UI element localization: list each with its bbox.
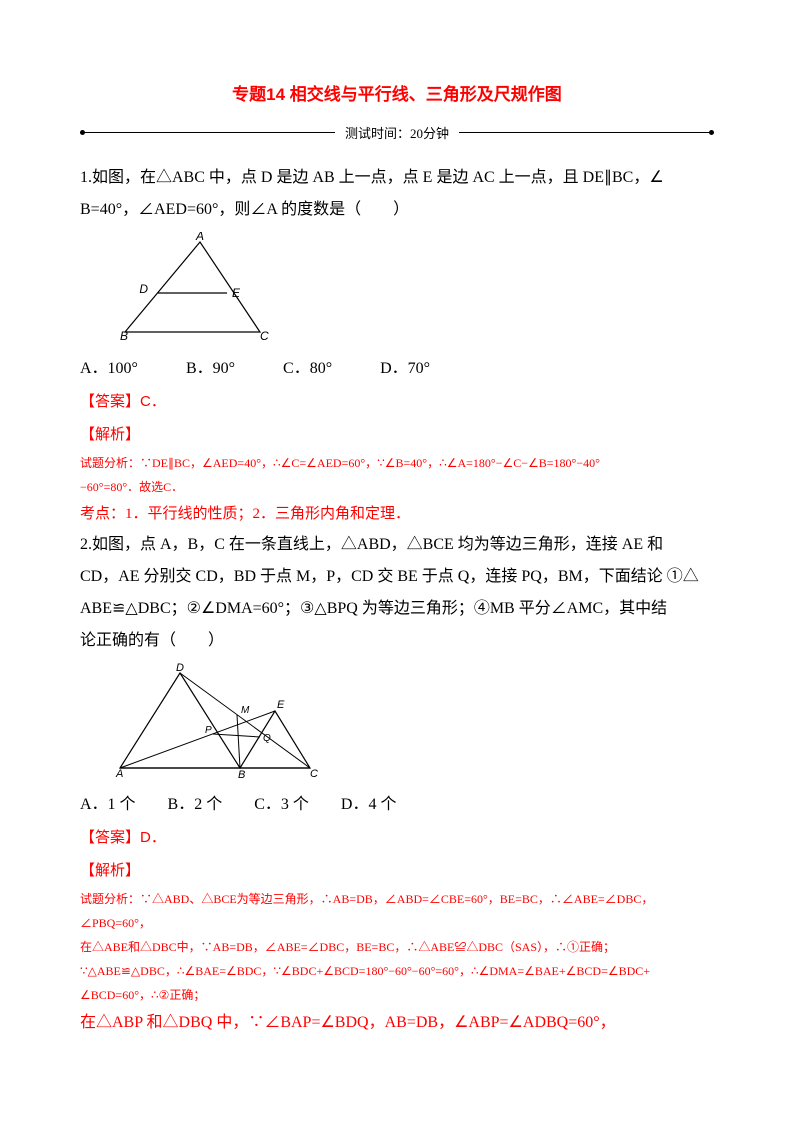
q2-analysis-3: ∵△ABE≌△DBC，∴∠BAE=∠BDC，∵∠BDC+∠BCD=180°−60…: [80, 959, 714, 983]
svg-text:C: C: [310, 768, 318, 778]
divider-line-left: [80, 132, 335, 133]
page: 专题14 相交线与平行线、三角形及尺规作图 测试时间：20分钟 1.如图，在△A…: [0, 0, 794, 1123]
page-title: 专题14 相交线与平行线、三角形及尺规作图: [80, 80, 714, 105]
q1-analysis-1: 试题分析：∵DE∥BC，∠AED=40°，∴∠C=∠AED=60°，∵∠B=40…: [80, 451, 714, 475]
q2-analysis-1: 试题分析：∵△ABD、△BCE为等边三角形，∴AB=DB，∠ABD=∠CBE=6…: [80, 887, 714, 935]
q1-analysis-label: 【解析】: [80, 418, 714, 451]
q2-text-line1: 2.如图，点 A，B，C 在一条直线上，△ABD，△BCE 均为等边三角形，连接…: [80, 529, 714, 561]
q2-analysis-label: 【解析】: [80, 854, 714, 887]
q1-text-line1: 1.如图，在△ABC 中，点 D 是边 AB 上一点，点 E 是边 AC 上一点…: [80, 162, 714, 194]
svg-text:Q: Q: [263, 733, 271, 744]
svg-text:P: P: [205, 725, 212, 736]
q2-final-red: 在△ABP 和△DBQ 中，∵∠BAP=∠BDQ，AB=DB，∠ABP=∠ADB…: [80, 1007, 714, 1039]
q1-options: A．100° B．90° C．80° D．70°: [80, 353, 714, 385]
svg-text:E: E: [277, 699, 285, 711]
q2-analysis-4: ∠BCD=60°，∴②正确；: [80, 983, 714, 1007]
q2-text-line3: ABE≌△DBC；②∠DMA=60°；③△BPQ 为等边三角形；④MB 平分∠A…: [80, 593, 714, 625]
q2-analysis-2: 在△ABE和△DBC中，∵AB=DB，∠ABE=∠DBC，BE=BC，∴△ABE…: [80, 935, 714, 959]
svg-text:D: D: [139, 282, 148, 296]
q1-kaodian: 考点：1．平行线的性质；2．三角形内角和定理．: [80, 499, 714, 529]
divider-label: 测试时间：20分钟: [335, 123, 459, 142]
q1-figure: A D E B C: [110, 232, 714, 347]
q2-answer: 【答案】D．: [80, 821, 714, 854]
svg-text:A: A: [115, 768, 123, 778]
q2-text-line2: CD，AE 分别交 CD，BD 于点 M，P，CD 交 BE 于点 Q，连接 P…: [80, 561, 714, 593]
svg-text:A: A: [195, 232, 204, 243]
q1-answer: 【答案】C．: [80, 385, 714, 418]
q2-text-line4: 论正确的有（ ）: [80, 625, 714, 657]
svg-text:D: D: [176, 663, 184, 674]
svg-text:B: B: [238, 769, 245, 778]
q2-options: A．1 个 B．2 个 C．3 个 D．4 个: [80, 789, 714, 821]
divider-line-right: [459, 132, 714, 133]
q1-text-line2: B=40°，∠AED=60°，则∠A 的度数是（ ）: [80, 194, 714, 226]
svg-text:M: M: [241, 705, 250, 716]
q2-figure: D E M P Q A B C: [110, 663, 714, 783]
divider: 测试时间：20分钟: [80, 123, 714, 142]
svg-text:E: E: [232, 286, 241, 300]
svg-text:B: B: [120, 329, 128, 342]
q1-analysis-2: −60°=80°．故选C．: [80, 475, 714, 499]
svg-text:C: C: [260, 329, 269, 342]
